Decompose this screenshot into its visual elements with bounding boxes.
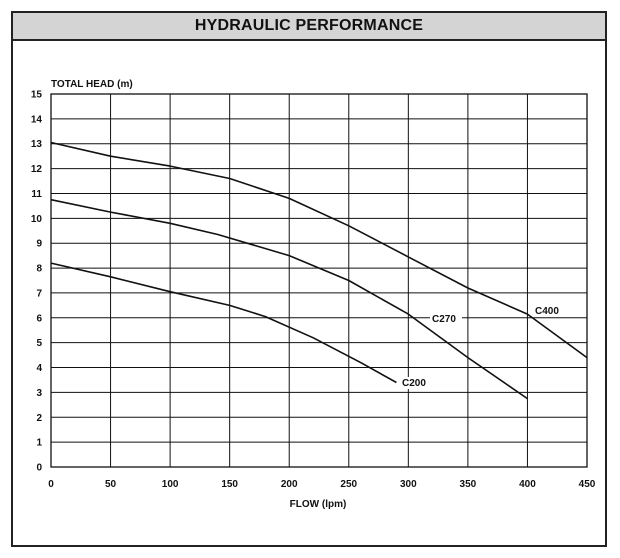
y-tick-label: 0 <box>36 463 42 474</box>
y-tick-label: 15 <box>31 90 43 101</box>
series-lines <box>50 141 588 400</box>
x-tick-label: 50 <box>105 479 117 490</box>
x-tick-label: 200 <box>281 479 298 490</box>
y-tick-label: 7 <box>36 288 42 299</box>
plot-area <box>50 93 588 468</box>
y-tick-label: 11 <box>31 189 42 200</box>
series-label-c270: C270 <box>432 314 456 325</box>
y-tick-label: 9 <box>36 239 42 250</box>
y-tick-label: 13 <box>31 139 43 150</box>
y-axis-label: TOTAL HEAD (m) <box>51 79 133 90</box>
y-tick-label: 12 <box>31 164 43 175</box>
grid <box>50 93 588 468</box>
y-tick-label: 1 <box>36 438 42 449</box>
x-tick-label: 300 <box>400 479 417 490</box>
series-label-c200: C200 <box>402 378 426 389</box>
y-tick-label: 4 <box>36 363 42 374</box>
y-tick-label: 10 <box>31 214 43 225</box>
y-tick-label: 14 <box>31 114 43 125</box>
series-line-c400 <box>50 141 588 359</box>
series-line-c200 <box>50 262 397 384</box>
chart-title: HYDRAULIC PERFORMANCE <box>13 13 605 41</box>
x-tick-label: 450 <box>579 479 596 490</box>
x-tick-label: 150 <box>221 479 238 490</box>
series-label-c400: C400 <box>535 306 559 317</box>
y-tick-label: 2 <box>36 413 42 424</box>
x-tick-label: 400 <box>519 479 536 490</box>
x-tick-label: 350 <box>460 479 477 490</box>
series-line-c270 <box>50 198 528 400</box>
y-tick-label: 3 <box>36 388 42 399</box>
tick-labels: 0 50 100 150 200 250 300 350 400 4500123456789101… <box>31 90 596 491</box>
series-label-bg <box>533 305 565 317</box>
y-tick-label: 5 <box>36 338 42 349</box>
x-tick-label: 100 <box>162 479 179 490</box>
y-tick-label: 8 <box>36 264 42 275</box>
y-tick-label: 6 <box>36 313 42 324</box>
series-label-bg <box>430 313 462 325</box>
x-tick-label: 0 <box>48 479 54 490</box>
series-label-bg <box>400 377 432 389</box>
x-tick-label: 250 <box>340 479 357 490</box>
x-axis-label: FLOW (lpm) <box>290 499 347 510</box>
series-labels: C400 C270 C200 <box>400 305 565 389</box>
